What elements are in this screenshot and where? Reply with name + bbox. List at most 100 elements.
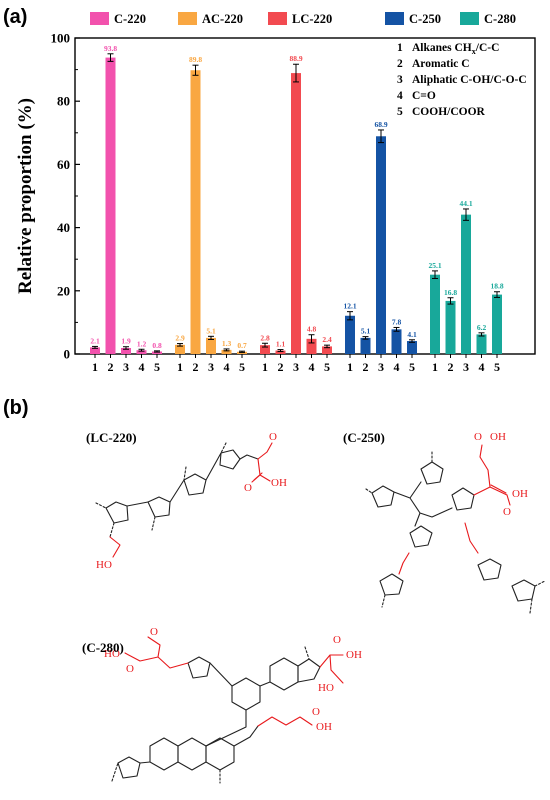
- data-label: 1.9: [121, 337, 131, 346]
- bar: [175, 344, 185, 354]
- bar: [376, 136, 386, 354]
- x-tick-label: 2: [108, 360, 114, 374]
- bar: [461, 214, 471, 354]
- key-label: Aromatic C: [412, 58, 470, 70]
- bar: [121, 347, 131, 354]
- panel-b: (b) (LC-220) (C-250) (C-280) O O OH HO: [0, 385, 550, 795]
- x-tick-label: 5: [239, 360, 245, 374]
- bar: [152, 351, 162, 354]
- c250-groups: [398, 444, 511, 575]
- y-tick-label: 40: [57, 220, 70, 235]
- bar: [360, 337, 371, 354]
- x-tick-label: 1: [347, 360, 353, 374]
- c250-atom-label: O: [503, 506, 511, 518]
- c250-atom-label: OH: [490, 431, 506, 443]
- y-tick-label: 80: [57, 94, 70, 109]
- lc220-structure: [95, 442, 259, 538]
- bar: [407, 341, 417, 354]
- data-label: 18.8: [490, 282, 503, 291]
- key-number: 4: [397, 90, 403, 102]
- c280-atom-label: HO: [318, 682, 334, 694]
- data-label: 7.8: [392, 317, 402, 326]
- c250-atom-label: O: [474, 431, 482, 443]
- data-label: 2.1: [90, 336, 100, 345]
- data-label: 12.1: [343, 302, 356, 311]
- key-label: Alkanes CHx/C-C: [412, 42, 499, 56]
- c280-atom-label: O: [312, 706, 320, 718]
- y-tick-label: 20: [57, 283, 70, 298]
- y-tick-label: 100: [51, 31, 71, 46]
- key-number: 5: [397, 106, 403, 118]
- legend-label: C-220: [114, 12, 146, 26]
- x-tick-label: 3: [378, 360, 384, 374]
- c250-structure: [365, 451, 546, 614]
- lc220-groups: [109, 442, 273, 558]
- x-tick-label: 4: [394, 360, 400, 374]
- x-tick-label: 2: [278, 360, 284, 374]
- x-tick-label: 1: [262, 360, 268, 374]
- panel-a-label: (a): [3, 6, 28, 28]
- bar: [345, 315, 355, 354]
- x-tick-label: 2: [363, 360, 369, 374]
- data-label: 2.9: [175, 334, 185, 343]
- data-label: 1.1: [276, 340, 286, 349]
- key-number: 3: [397, 74, 403, 86]
- x-tick-label: 3: [463, 360, 469, 374]
- data-label: 4.8: [307, 325, 317, 334]
- data-label: 0.8: [152, 341, 162, 350]
- key-label: C=O: [412, 90, 436, 102]
- bar: [476, 334, 487, 354]
- c280-atom-label: OH: [316, 721, 332, 733]
- bar: [322, 346, 332, 354]
- data-label: 1.3: [222, 339, 232, 348]
- legend-label: LC-220: [292, 12, 332, 26]
- data-label: 0.7: [237, 341, 247, 350]
- x-tick-label: 4: [479, 360, 485, 374]
- key-label: Aliphatic C-OH/C-O-C: [412, 74, 527, 86]
- x-tick-label: 5: [154, 360, 160, 374]
- x-tick-label: 4: [224, 360, 230, 374]
- bar: [275, 350, 286, 354]
- x-tick-label: 5: [324, 360, 330, 374]
- x-tick-label: 1: [92, 360, 98, 374]
- lc220-atom-label: O: [269, 431, 277, 443]
- x-tick-label: 3: [208, 360, 214, 374]
- bar-chart: 0 20 40 60 80 100 Relative proportion (%) 2.1 1 9…: [15, 12, 536, 374]
- legend-swatch: [385, 12, 404, 25]
- c280-structure: [111, 646, 321, 784]
- data-label: 44.1: [459, 199, 472, 208]
- legend-swatch: [460, 12, 479, 25]
- x-tick-label: 2: [193, 360, 199, 374]
- x-tick-label: 3: [293, 360, 299, 374]
- legend-swatch: [268, 12, 287, 25]
- data-label: 1.2: [137, 339, 147, 348]
- data-label: 16.8: [444, 288, 457, 297]
- data-label: 2.8: [260, 333, 270, 342]
- c280-atom-label: O: [126, 663, 134, 675]
- data-label: 2.4: [322, 335, 332, 344]
- bar: [445, 300, 456, 354]
- c280-title: (C-280): [82, 640, 124, 655]
- lc220-atom-label: HO: [96, 559, 112, 571]
- key-number: 2: [397, 58, 403, 70]
- bar: [492, 294, 502, 354]
- data-label: 88.9: [289, 54, 302, 63]
- bar: [136, 350, 147, 354]
- c280-atom-label: OH: [346, 649, 362, 661]
- bar: [105, 57, 116, 354]
- c280-atom-label: O: [150, 626, 158, 638]
- bar: [391, 329, 402, 354]
- key-number: 1: [397, 42, 403, 54]
- data-label: 6.2: [477, 323, 487, 332]
- key-label: COOH/COOR: [412, 106, 486, 118]
- data-label: 4.1: [407, 330, 417, 339]
- bar: [190, 70, 201, 355]
- c280-atom-label: HO: [104, 648, 120, 660]
- y-tick-label: 0: [64, 347, 71, 362]
- data-label: 5.1: [361, 327, 371, 336]
- bar: [306, 338, 317, 354]
- x-tick-label: 1: [432, 360, 438, 374]
- bar: [90, 347, 100, 354]
- legend-swatch: [90, 12, 109, 25]
- x-tick-label: 3: [123, 360, 129, 374]
